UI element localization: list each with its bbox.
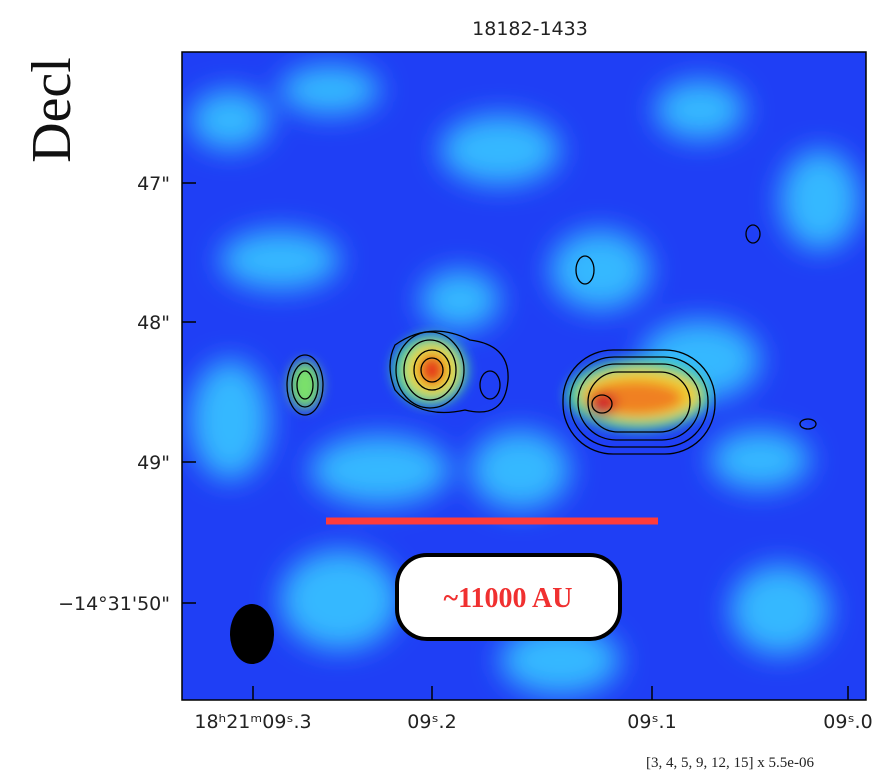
beam [230, 604, 274, 664]
y-tick-label: −14°31'50" [58, 593, 170, 615]
x-tick-label: 09ˢ.0 [823, 711, 872, 733]
scale-bar-label: ~11000 AU [444, 583, 573, 614]
contour-note: [3, 4, 5, 9, 12, 15] x 5.5e-06 [646, 755, 814, 771]
y-tick-label: 49" [137, 452, 170, 474]
y-axis-label: Decl [21, 57, 83, 163]
y-tick-label: 48" [137, 312, 170, 334]
y-tick-label: 47" [137, 173, 170, 195]
tick-marks [182, 182, 849, 700]
scale-bar-box [395, 553, 622, 641]
x-tick-label: 18ʰ21ᵐ09ˢ.3 [194, 711, 311, 733]
frame [181, 51, 867, 701]
intensity-map [182, 52, 866, 700]
map-title: 18182-1433 [472, 18, 588, 40]
x-tick-label: 09ˢ.1 [627, 711, 676, 733]
x-tick-label: 09ˢ.2 [407, 711, 456, 733]
